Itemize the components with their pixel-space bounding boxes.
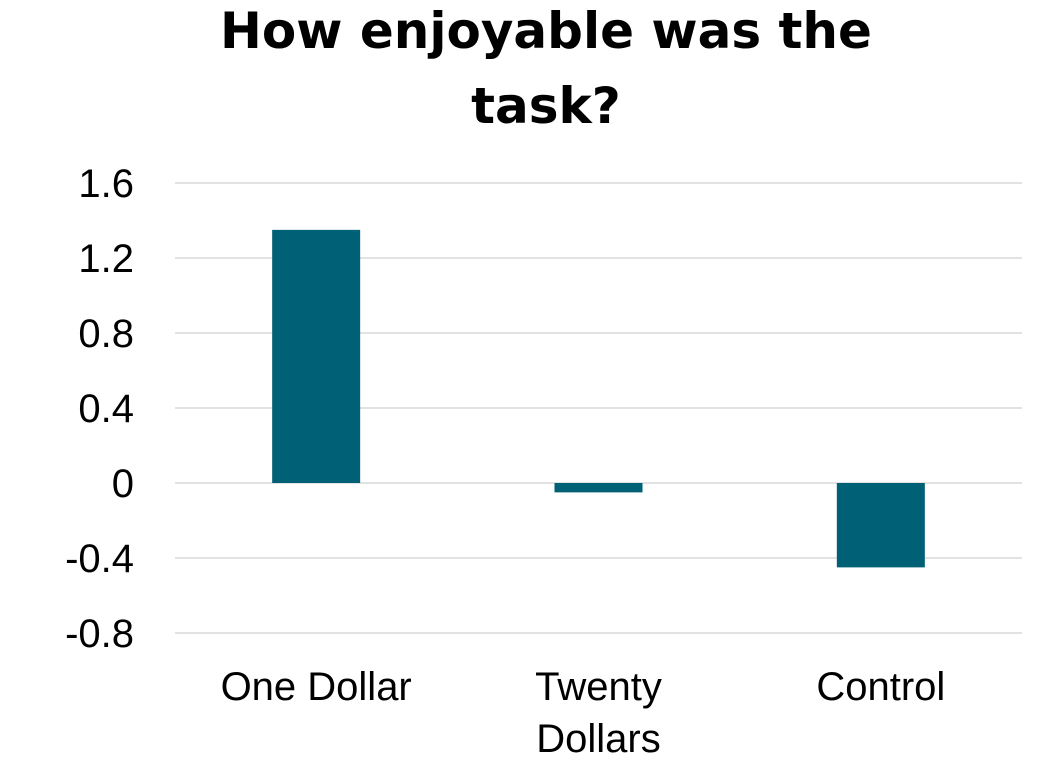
bar-one-dollar: [272, 229, 361, 483]
bar-control: [836, 483, 925, 568]
chart-title-line-1: How enjoyable was the: [220, 2, 872, 60]
y-tick-label: -0.4: [65, 537, 134, 581]
y-tick-label: -0.8: [65, 612, 134, 656]
bars: [272, 229, 925, 568]
y-tick-label: 0.8: [78, 312, 134, 356]
x-category-label: Twenty: [535, 665, 662, 709]
y-axis: 1.6 1.2 0.8 0.4 0 -0.4 -0.8: [65, 162, 134, 656]
bar-twenty-dollars: [554, 483, 643, 493]
y-tick-label: 0.4: [78, 387, 134, 431]
x-category-label: Dollars: [536, 717, 660, 761]
x-axis: One Dollar Twenty Dollars Control: [221, 665, 946, 761]
y-tick-label: 0: [112, 462, 134, 506]
x-category-label: One Dollar: [221, 665, 412, 709]
y-tick-label: 1.6: [78, 162, 134, 206]
chart-title: How enjoyable was the task?: [220, 2, 872, 135]
x-category-label: Control: [816, 665, 945, 709]
chart-title-line-2: task?: [471, 77, 621, 135]
y-tick-label: 1.2: [78, 237, 134, 281]
